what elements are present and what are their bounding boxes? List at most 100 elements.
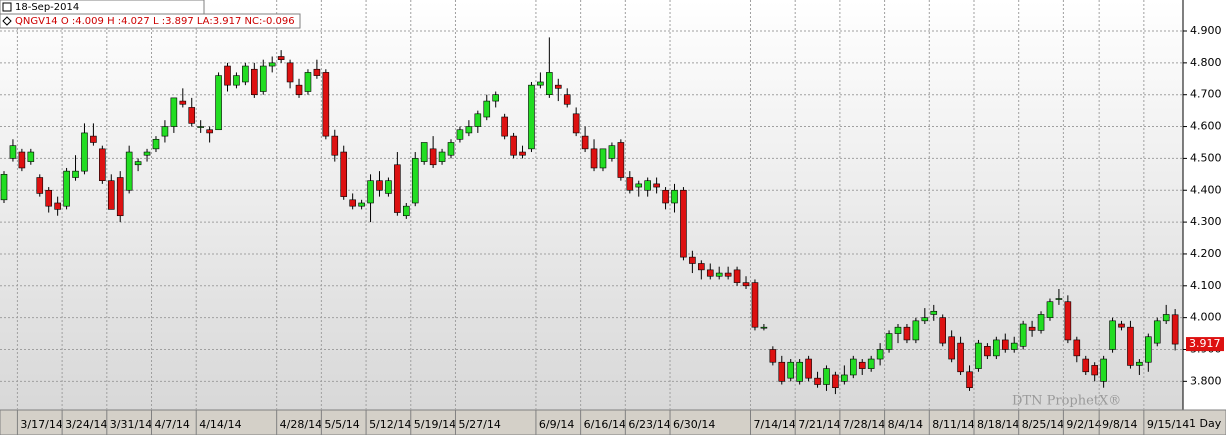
candle-body [742, 282, 750, 287]
header-quote: QNGV14 O :4.009 H :4.027 L :3.897 LA:3.9… [15, 16, 295, 27]
candle-body [483, 100, 491, 118]
candle-body [81, 132, 88, 172]
candle-body [671, 189, 678, 204]
candle-body [188, 107, 196, 124]
candle-body [733, 269, 741, 283]
candle-body [546, 72, 553, 96]
x-tick-label: 9/2/14 [1066, 418, 1101, 431]
x-tick-label: 7/28/14 [843, 418, 885, 431]
candle-body [715, 272, 723, 277]
candle-body [134, 161, 142, 166]
candle-body [867, 358, 875, 369]
candle-body [805, 358, 812, 379]
candle-body [429, 148, 437, 166]
candle-body [787, 361, 795, 379]
header-icon [2, 2, 12, 12]
header-quote-icon [2, 16, 12, 26]
x-tick-label: 9/8/14 [1102, 418, 1137, 431]
candle-body [474, 113, 482, 127]
candle-body [724, 272, 732, 277]
candle-body [1145, 336, 1152, 363]
candle-body [385, 180, 392, 194]
candle-body [814, 377, 821, 385]
candle-body [9, 145, 17, 159]
candle-body [572, 113, 580, 134]
y-tick-label: 4.900 [1190, 24, 1222, 37]
candle-body [563, 94, 571, 105]
candle-body [1127, 326, 1134, 366]
x-tick-label: 6/9/14 [539, 418, 574, 431]
candle-body [921, 317, 929, 322]
candle-body [796, 361, 803, 382]
candle-body [537, 81, 544, 86]
candle-body [170, 97, 178, 127]
candle-body [1118, 323, 1125, 328]
candle-body [152, 138, 160, 150]
candle-body [1109, 320, 1116, 350]
candle-body [125, 151, 133, 191]
x-tick-label: 7/21/14 [798, 418, 840, 431]
y-tick-label: 4.100 [1190, 279, 1222, 292]
candle-body [706, 269, 714, 277]
candle-body [510, 135, 517, 156]
candle-body [304, 72, 312, 92]
candle-body [438, 151, 446, 162]
candle-body [268, 62, 276, 67]
x-tick-label: 5/19/14 [414, 418, 456, 431]
candle-body [993, 339, 1000, 357]
candle-body [286, 62, 294, 83]
y-tick-label: 3.800 [1190, 374, 1222, 387]
x-tick-label: 7/14/14 [753, 418, 795, 431]
candle-body [63, 170, 70, 207]
candle-body [590, 148, 598, 169]
candle-body [635, 183, 643, 188]
candle-body [259, 65, 267, 92]
plot-area [0, 0, 1183, 410]
candle-body [1100, 358, 1107, 382]
candle-body [1019, 323, 1027, 347]
candle-body [116, 177, 124, 217]
candle-body [1028, 326, 1036, 331]
candle-body [519, 151, 526, 156]
candle-body [215, 75, 222, 131]
x-tick-label: 8/18/14 [977, 418, 1019, 431]
candle-body [197, 126, 204, 128]
candle-body [394, 164, 401, 213]
x-tick-label: 9/15/14 [1147, 418, 1189, 431]
candle-body [36, 177, 44, 194]
candle-body [823, 368, 830, 385]
candle-body [930, 310, 938, 315]
x-tick-label: 6/16/14 [584, 418, 626, 431]
candle-body [939, 317, 947, 344]
candle-body [1055, 298, 1063, 300]
candle-body [751, 282, 759, 328]
candle-body [420, 142, 428, 162]
candle-body [206, 129, 213, 134]
candle-body [1046, 301, 1054, 318]
candle-body [322, 72, 330, 137]
candle-body [161, 126, 169, 137]
x-tick-label: 3/31/14 [110, 418, 152, 431]
x-tick-label: 6/30/14 [673, 418, 715, 431]
candle-body [233, 75, 240, 86]
candle-body [18, 151, 26, 169]
candle-body [841, 374, 848, 382]
y-tick-label: 4.400 [1190, 183, 1222, 196]
candle-body [340, 151, 348, 197]
x-tick-label: 6/23/14 [628, 418, 670, 431]
candle-body [689, 256, 696, 264]
candle-body [224, 65, 231, 86]
candle-body [295, 84, 303, 96]
candle-body [72, 170, 79, 178]
candle-body [769, 349, 777, 363]
candle-body [402, 205, 410, 217]
candle-body [179, 100, 187, 105]
candle-body [143, 151, 151, 156]
header-quote-box [0, 13, 301, 29]
candle-body [581, 135, 589, 150]
candle-body [313, 68, 321, 76]
candle-body [349, 199, 356, 207]
y-tick-label: 4.600 [1190, 120, 1222, 133]
x-tick-label: 5/5/14 [324, 418, 359, 431]
candle-body [528, 84, 535, 150]
